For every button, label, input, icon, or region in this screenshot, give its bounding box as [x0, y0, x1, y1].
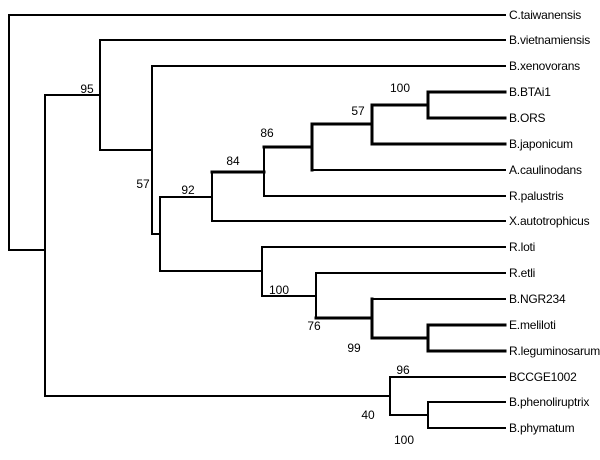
- taxon-label-b-ors: B.ORS: [509, 111, 546, 125]
- taxon-label-c-taiwanensis: C.taiwanensis: [509, 8, 582, 22]
- bootstrap-value: 86: [260, 126, 274, 140]
- taxon-label-b-ngr234: B.NGR234: [509, 292, 566, 306]
- taxon-label-b-japonicum: B.japonicum: [509, 137, 573, 151]
- bootstrap-value: 96: [396, 363, 410, 377]
- taxon-label-b-phymatum: B.phymatum: [509, 421, 575, 435]
- taxon-label-r-palustris: R.palustris: [509, 189, 564, 203]
- taxon-label-b-vietnamiensis: B.vietnamiensis: [509, 33, 591, 47]
- bootstrap-value: 100: [268, 283, 290, 297]
- bootstrap-value: 100: [389, 81, 411, 95]
- bootstrap-value: 76: [307, 319, 321, 333]
- bootstrap-value: 92: [181, 183, 195, 197]
- taxon-label-r-loti: R.loti: [509, 240, 536, 254]
- bootstrap-value: 95: [80, 82, 94, 96]
- taxon-label-r-etli: R.etli: [509, 266, 536, 280]
- taxon-label-x-autotrophicus: X.autotrophicus: [509, 214, 590, 228]
- bootstrap-value: 99: [347, 341, 361, 355]
- taxon-label-b-xenovorans: B.xenovorans: [509, 59, 580, 73]
- bootstrap-value: 84: [226, 154, 240, 168]
- taxon-label-b-phenoliruptrix: B.phenoliruptrix: [509, 395, 590, 409]
- taxon-label-e-meliloti: E.meliloti: [509, 318, 556, 332]
- taxon-label-a-caulinodans: A.caulinodans: [509, 163, 582, 177]
- taxon-label-bccge1002: BCCGE1002: [509, 370, 577, 384]
- taxon-label-r-leguminosarum: R.leguminosarum: [509, 344, 600, 358]
- bootstrap-value: 40: [361, 408, 375, 422]
- bootstrap-value: 57: [351, 104, 365, 118]
- taxon-label-b-btai1: B.BTAi1: [509, 85, 551, 99]
- bootstrap-value: 100: [393, 433, 415, 447]
- bootstrap-value: 57: [136, 177, 150, 191]
